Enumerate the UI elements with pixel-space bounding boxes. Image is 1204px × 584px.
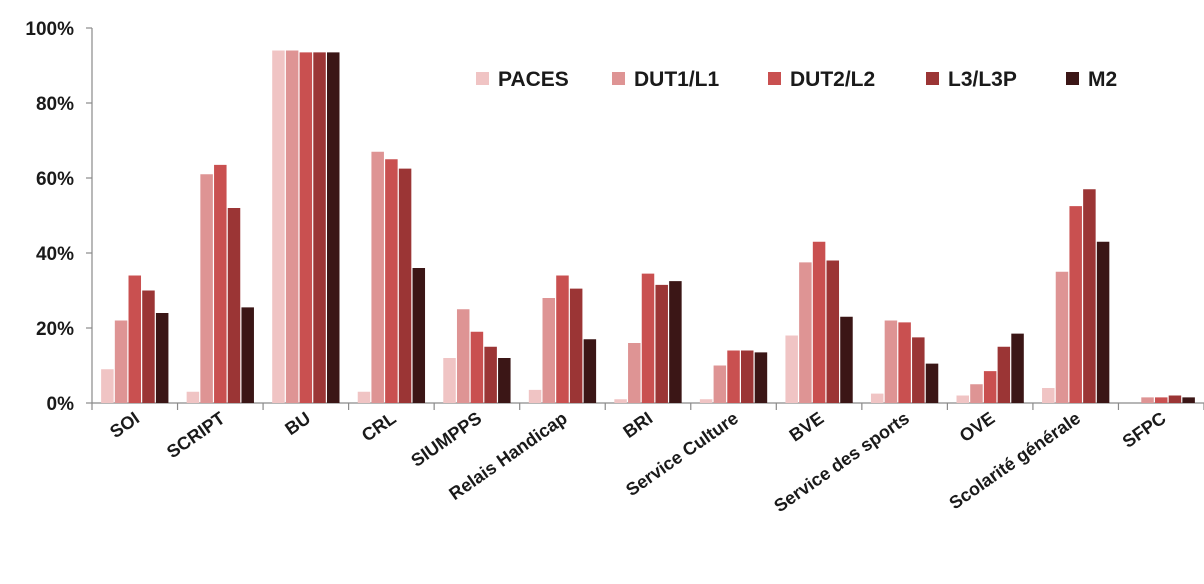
bar: [1182, 397, 1195, 403]
legend-swatch: [768, 72, 781, 85]
x-tick-label: SCRIPT: [163, 408, 229, 462]
y-tick-label: 0%: [47, 394, 75, 415]
bar: [956, 395, 970, 403]
bar: [128, 275, 142, 403]
legend-swatch: [476, 72, 489, 85]
bar: [101, 369, 114, 403]
x-tick-label: SOI: [106, 408, 143, 442]
bar: [186, 391, 200, 403]
bar: [1141, 397, 1154, 403]
bar: [1154, 397, 1168, 403]
bar: [385, 159, 398, 403]
bar: [1168, 395, 1182, 403]
bar: [1055, 271, 1069, 403]
bar: [241, 307, 254, 403]
bar: [614, 399, 627, 403]
bar: [200, 174, 213, 403]
x-tick-label: OVE: [956, 408, 999, 446]
bar: [326, 52, 340, 403]
bar: [556, 275, 569, 403]
y-tick-label: 100%: [25, 19, 74, 40]
x-tick-label: SIUMPPS: [407, 408, 485, 471]
bar: [970, 384, 983, 403]
bar: [583, 339, 597, 403]
bar: [542, 298, 556, 403]
x-tick-label: BVE: [786, 408, 828, 446]
y-tick-label: 20%: [36, 319, 74, 340]
bar: [114, 320, 128, 403]
bar: [669, 281, 682, 403]
bar: [1011, 333, 1024, 403]
bar: [870, 393, 884, 403]
bar: [285, 50, 299, 403]
bar: [371, 151, 384, 403]
bar: [641, 273, 655, 403]
bar: [713, 365, 727, 403]
bar: [1042, 388, 1055, 403]
legend-label: M2: [1088, 68, 1117, 91]
y-tick-label: 80%: [36, 94, 74, 115]
bar: [699, 399, 713, 403]
bar: [754, 352, 768, 403]
legend: PACES DUT1/L1 DUT2/L2 L3/L3P M2: [476, 68, 1117, 91]
bar: [456, 309, 470, 403]
bar: [142, 290, 155, 403]
x-tick-label: BRI: [619, 408, 656, 442]
bar: [628, 343, 641, 403]
bar: [214, 164, 227, 403]
legend-label: PACES: [498, 68, 569, 91]
bar: [528, 389, 542, 403]
bar: [1096, 241, 1110, 403]
bar: [826, 260, 840, 403]
y-tick-label: 60%: [36, 169, 74, 190]
bar: [569, 288, 583, 403]
legend-swatch: [612, 72, 625, 85]
bar: [272, 50, 285, 403]
bar: [912, 337, 925, 403]
bar: [840, 316, 853, 403]
bar: [898, 322, 911, 403]
bar: [484, 346, 497, 403]
legend-label: DUT1/L1: [634, 68, 720, 91]
bar: [983, 371, 997, 403]
bar: [357, 391, 371, 403]
y-axis: 0% 20% 40% 60% 80% 100%: [25, 19, 93, 415]
bar: [997, 346, 1011, 403]
x-tick-label: CRL: [358, 408, 400, 446]
bar: [470, 331, 484, 403]
bar: [1083, 189, 1096, 403]
legend-swatch: [1066, 72, 1079, 85]
bar: [443, 358, 456, 403]
legend-swatch: [926, 72, 939, 85]
x-tick-label: BU: [281, 408, 314, 439]
bar: [812, 241, 826, 403]
bar: [727, 350, 740, 403]
bar: [785, 335, 798, 403]
y-tick-label: 40%: [36, 244, 74, 265]
x-tick-label: SFPC: [1119, 408, 1170, 452]
bar: [740, 350, 754, 403]
legend-label: L3/L3P: [948, 68, 1017, 91]
bar: [412, 268, 426, 403]
bar: [398, 168, 412, 403]
bars: [101, 50, 1195, 403]
legend-label: DUT2/L2: [790, 68, 875, 91]
bar: [1069, 206, 1082, 403]
bar: [313, 52, 326, 403]
bar: [227, 208, 241, 403]
bar: [498, 358, 511, 403]
bar: [799, 262, 812, 403]
bar: [299, 52, 313, 403]
bar: [655, 284, 668, 403]
bar: [155, 313, 169, 403]
bar: [884, 320, 898, 403]
bar: [925, 363, 939, 403]
